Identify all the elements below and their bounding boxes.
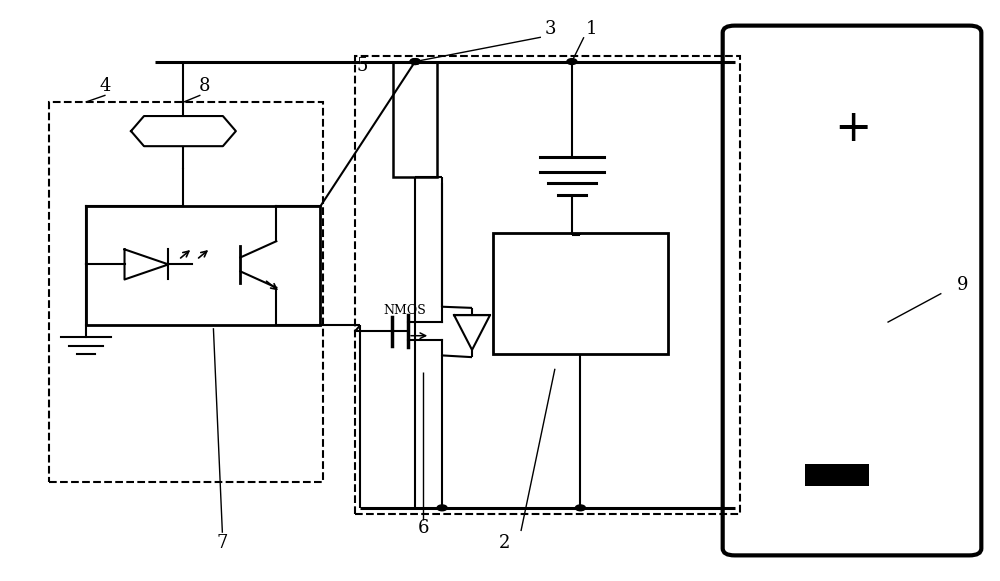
Text: 6: 6 (417, 519, 429, 537)
Circle shape (567, 59, 577, 64)
Text: 5: 5 (357, 56, 368, 74)
Bar (86, 206, 320, 325)
Text: 9: 9 (957, 276, 968, 294)
Bar (805, 464, 869, 486)
Circle shape (437, 505, 447, 511)
Text: NMOS: NMOS (383, 304, 426, 317)
Text: 3: 3 (544, 20, 556, 38)
Text: 1: 1 (586, 20, 598, 38)
Bar (355, 56, 740, 514)
Text: 2: 2 (499, 533, 511, 551)
Circle shape (410, 59, 420, 64)
Text: 8: 8 (199, 77, 210, 95)
Bar (493, 232, 668, 354)
Bar (393, 62, 437, 177)
Text: 4: 4 (100, 77, 111, 95)
Text: +: + (834, 107, 871, 150)
FancyBboxPatch shape (723, 26, 981, 555)
Circle shape (575, 505, 585, 511)
Text: 7: 7 (217, 533, 228, 551)
Circle shape (410, 59, 420, 64)
Bar (49, 102, 323, 482)
